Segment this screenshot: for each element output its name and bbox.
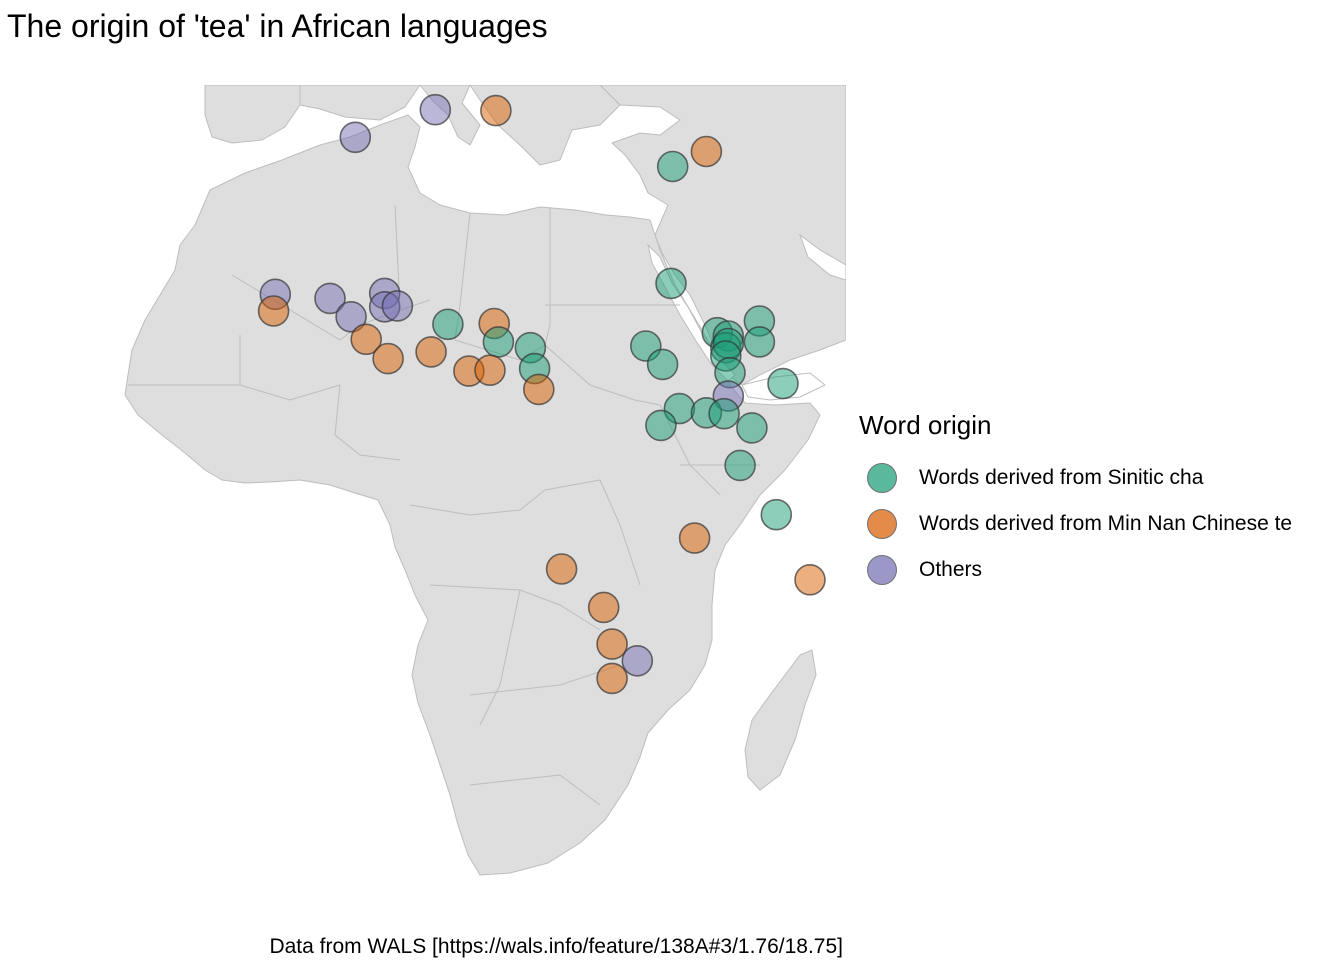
point-te (545, 553, 578, 585)
legend-item-cha: Words derived from Sinitic cha (858, 455, 1292, 501)
point-te (257, 295, 290, 327)
point-te (372, 342, 404, 375)
point-cha (656, 150, 689, 183)
legend-label-others: Others (919, 558, 983, 581)
point-cha (767, 367, 799, 400)
point-cha (482, 326, 515, 358)
legend-key-cha (867, 463, 897, 493)
point-te (690, 135, 723, 168)
language-points (257, 93, 826, 695)
point-cha (736, 412, 768, 444)
point-te (678, 522, 711, 554)
point-te (415, 336, 447, 368)
legend-label-te: Words derived from Min Nan Chinese te (919, 512, 1293, 535)
point-te (350, 323, 383, 356)
europe-france (299, 85, 421, 121)
page-title: The origin of 'tea' in African languages (7, 8, 548, 44)
point-other (381, 290, 414, 322)
point-other (339, 121, 372, 154)
legend: Word origin Words derived from Sinitic c… (858, 410, 1292, 593)
europe-iberia (204, 85, 301, 144)
legend-key-te (867, 509, 897, 539)
point-te (474, 354, 506, 387)
point-te (794, 563, 826, 596)
point-cha (432, 308, 464, 341)
point-te (596, 662, 628, 695)
legend-title: Word origin (859, 410, 992, 440)
legend-label-cha: Words derived from Sinitic cha (919, 466, 1204, 489)
point-other (335, 301, 367, 333)
point-te (480, 94, 512, 127)
legend-key-others (867, 555, 897, 585)
point-other (419, 93, 452, 126)
point-cha (743, 326, 776, 358)
point-cha (655, 267, 687, 300)
persian-gulf (798, 233, 846, 281)
africa-map (124, 85, 846, 876)
data-source-caption: Data from WALS [https://wals.info/featur… (269, 935, 843, 958)
point-te (522, 373, 555, 406)
point-other (314, 282, 346, 315)
point-te (587, 591, 620, 624)
madagascar (744, 649, 817, 791)
point-other (621, 644, 654, 677)
point-cha (724, 449, 756, 482)
point-cha (645, 409, 677, 442)
point-cha (760, 498, 793, 531)
point-te (596, 628, 628, 660)
point-cha (708, 397, 740, 430)
legend-item-te: Words derived from Min Nan Chinese te (858, 501, 1292, 547)
legend-item-others: Others (858, 547, 1292, 593)
point-cha (646, 348, 679, 381)
